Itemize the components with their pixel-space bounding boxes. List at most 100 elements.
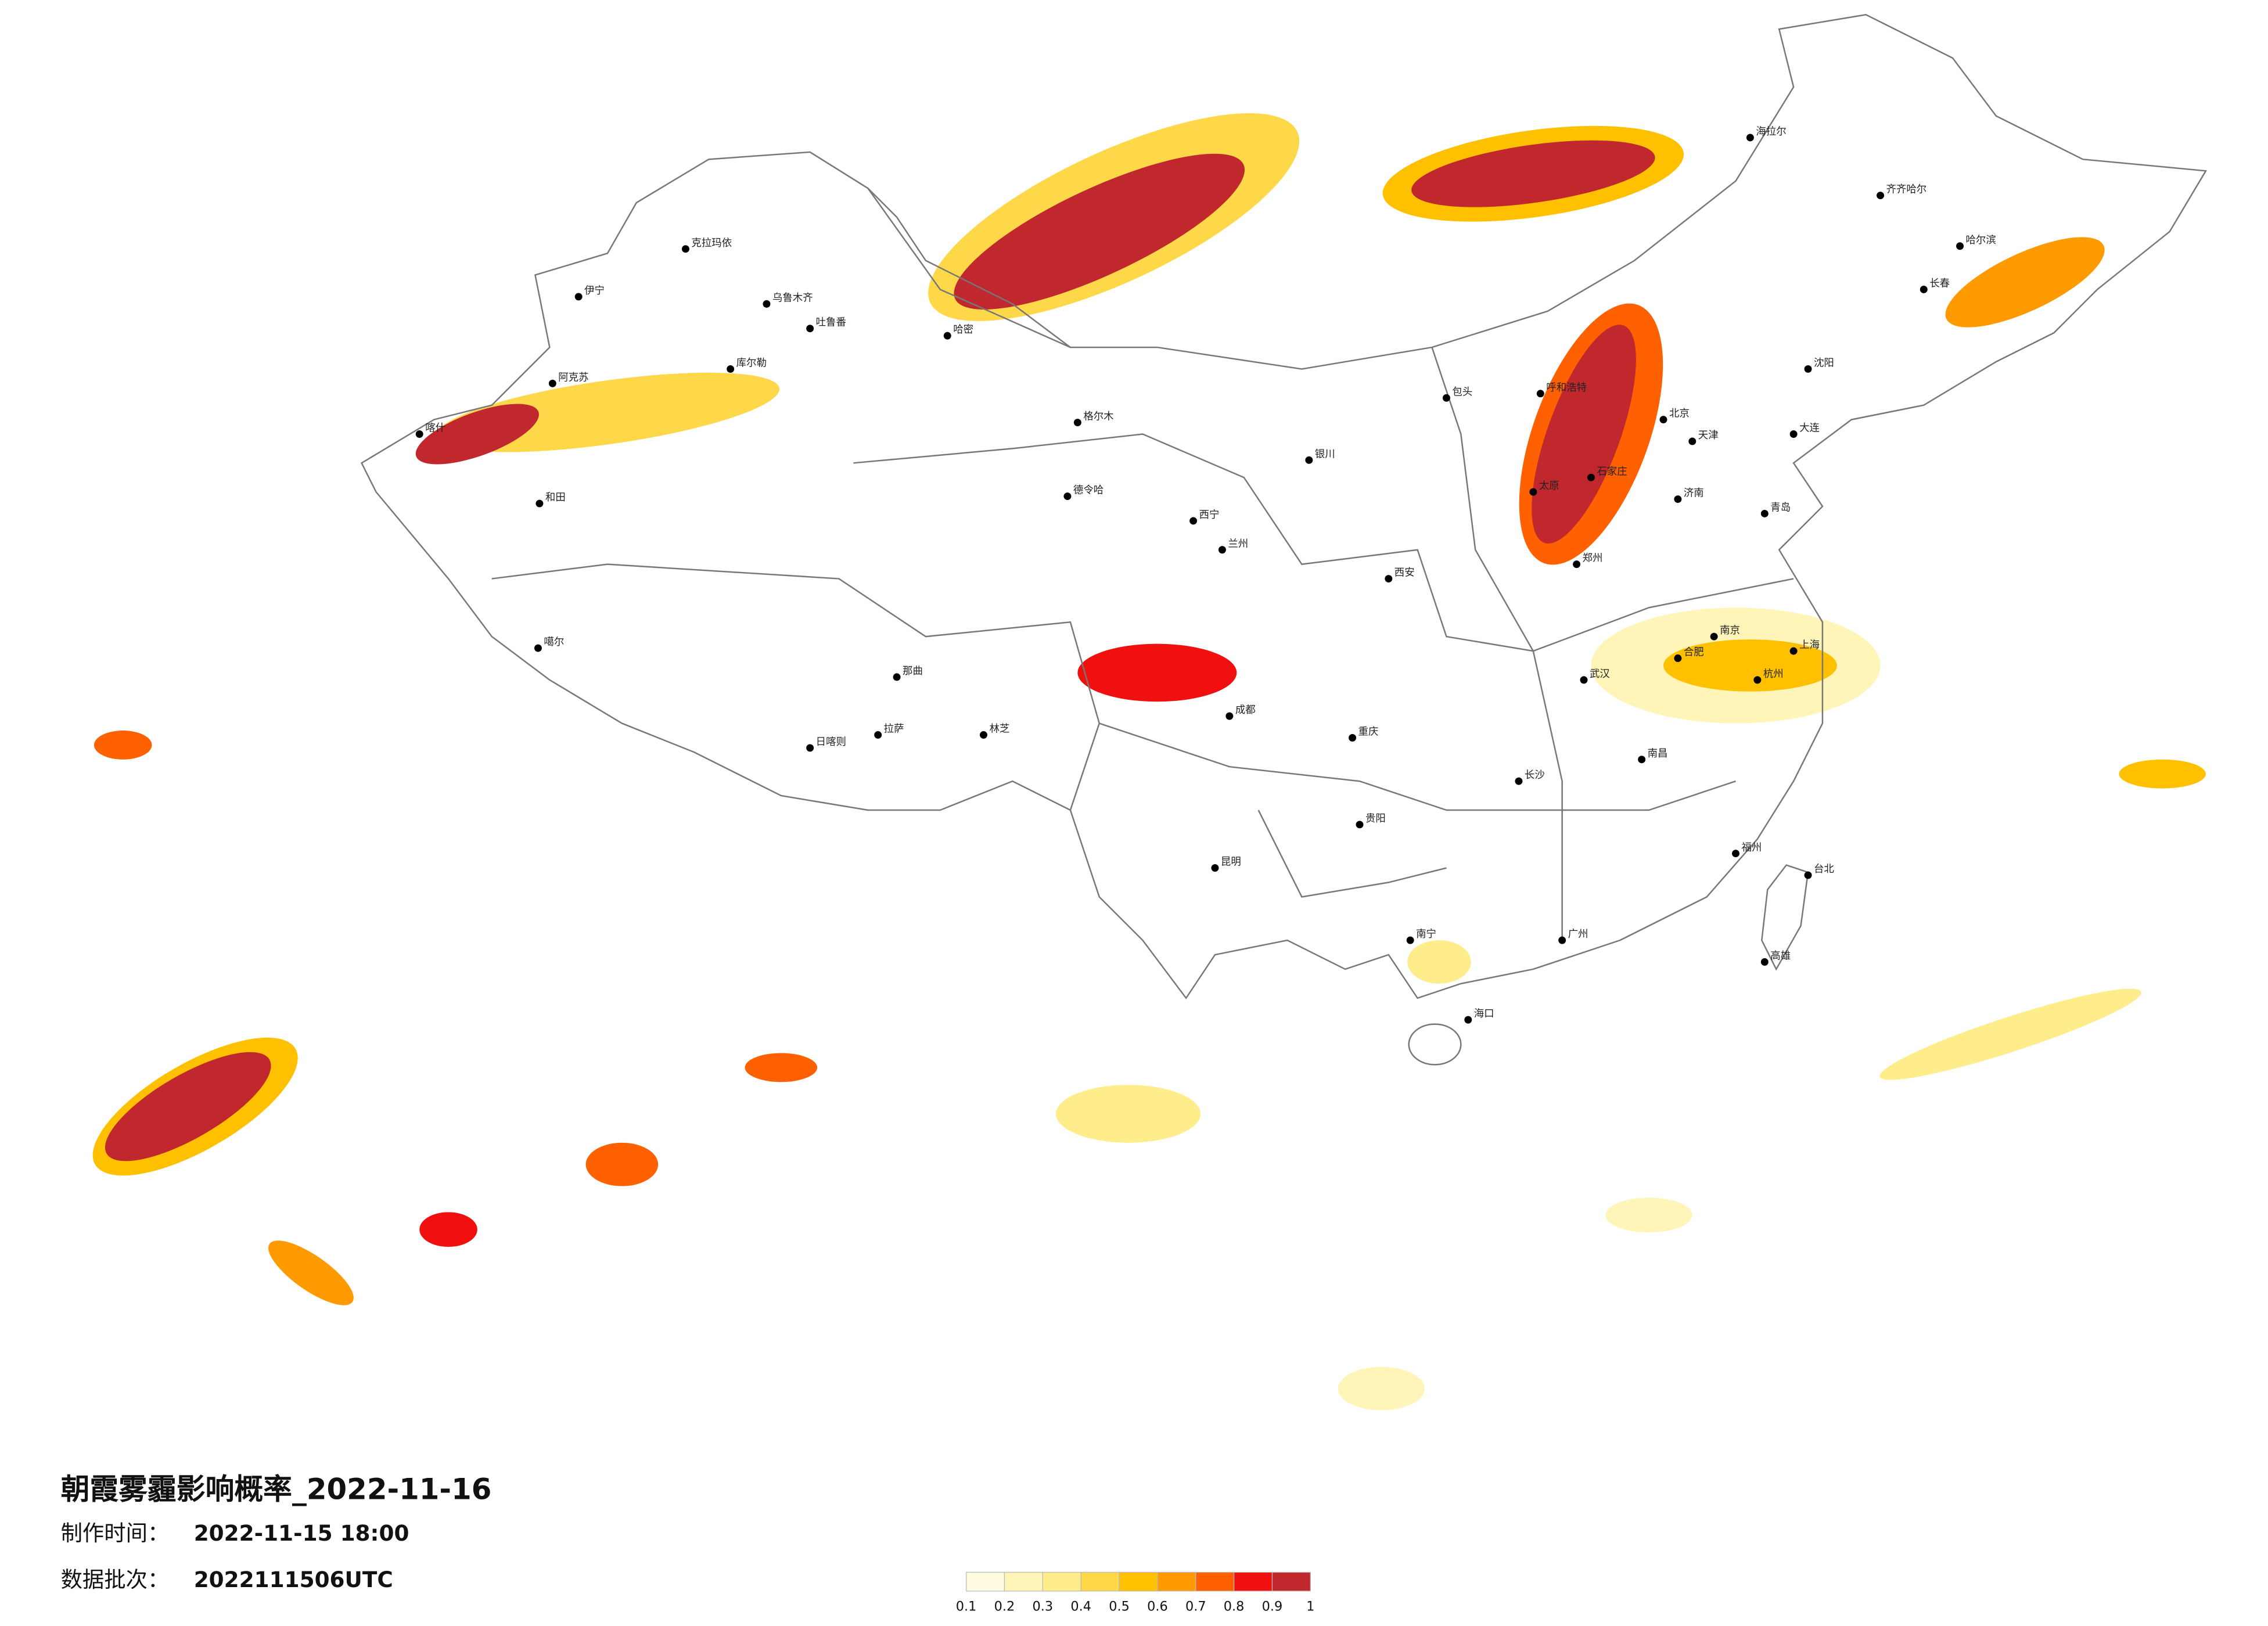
city-label: 太原 [1539,480,1559,492]
city-dot [1211,864,1219,872]
haze-area [1945,237,2105,328]
legend-swatch [1080,1571,1120,1592]
city-dot [1349,734,1357,742]
city-label: 南宁 [1416,929,1436,940]
city-label: 呼和浩特 [1546,382,1587,394]
legend-swatch [1233,1571,1273,1592]
city-dot [1356,821,1364,829]
city-dot [1385,575,1393,583]
city-dot [1732,850,1739,858]
city-label: 大连 [1799,423,1820,434]
city-dot [1789,430,1798,438]
country-border [360,13,2207,999]
city-label: 重庆 [1358,726,1379,738]
made-label: 制作时间： [61,1520,170,1546]
city-label: 伊宁 [584,285,605,297]
city-label: 库尔勒 [736,357,767,369]
legend-swatch [1195,1571,1235,1592]
haze-area [1056,1085,1201,1143]
city-label: 南昌 [1648,748,1668,760]
city-label: 武汉 [1590,668,1610,680]
city-dot [1710,632,1718,641]
city-label: 哈密 [953,324,973,336]
city-dot [1189,517,1198,525]
haze-area [2119,759,2206,789]
city-dot [874,731,882,739]
haze-area [105,1052,271,1161]
city-dot [1218,546,1226,554]
city-dot [1464,1016,1472,1024]
city-dot [1073,419,1081,427]
city-label: 哈尔滨 [1965,235,1996,246]
city-dot [681,245,689,253]
haze-area [268,1240,354,1305]
haze-area [1338,1366,1425,1411]
city-dot [534,644,542,652]
haze-areas [92,113,2206,1411]
city-dot [1804,365,1812,373]
legend-tick-label: 1 [1306,1599,1314,1614]
city-label: 台北 [1814,864,1834,875]
city-label: 沈阳 [1814,357,1834,369]
city-dot [1760,958,1769,966]
city-dot [1877,192,1885,200]
city-dot [1587,473,1595,481]
haze-area [585,1142,659,1186]
haze-area [1532,325,1636,544]
haze-area [745,1053,818,1082]
legend-tick-label: 0.8 [1224,1599,1245,1614]
city-label: 阿克苏 [558,372,588,383]
city-label: 日喀则 [816,736,846,748]
city-label: 北京 [1669,408,1690,420]
city-dot [1956,242,1964,250]
legend-swatch [1004,1571,1043,1592]
city-label: 齐齐哈尔 [1886,184,1927,196]
city-dot [893,673,901,681]
province-border [1431,347,1563,941]
city-label: 克拉玛依 [691,238,732,249]
haze-area [1407,940,1471,984]
city-dot [1580,676,1588,684]
city-dot [943,332,951,340]
city-label: 兰州 [1228,538,1248,550]
header: 朝霞雾霾影响概率_2022-11-16 制作时间： 2022-11-15 18:… [61,1473,492,1592]
city-label: 银川 [1315,448,1335,460]
city-label: 乌鲁木齐 [772,292,813,304]
city-label: 西宁 [1199,509,1220,521]
city-dot [548,379,556,387]
city-dot [1558,936,1566,944]
legend: 0.1 0.2 0.3 0.4 0.5 0.6 0.7 0.8 0.9 1 [956,1571,1314,1614]
city-label: 拉萨 [884,724,904,735]
province-border [853,433,1794,652]
city-label: 喀什 [425,423,445,434]
city-label: 成都 [1235,704,1256,716]
city-dot [1063,492,1072,501]
map-title: 朝霞雾霾影响概率_2022-11-16 [61,1473,492,1506]
city-dot [1674,654,1682,662]
haze-area [419,1212,477,1247]
city-label: 海口 [1474,1008,1494,1020]
haze-area [1077,643,1237,702]
city-label: 格尔木 [1083,411,1113,423]
city-dot [535,499,544,508]
city-label: 长春 [1929,278,1950,290]
city-dot [727,365,735,373]
city-dot [1789,647,1798,655]
haze-area [954,153,1245,310]
legend-swatch [1157,1571,1196,1592]
borders [360,13,2207,1066]
city-label: 德令哈 [1073,485,1104,497]
city-dot [806,325,814,333]
hainan-border [1408,1023,1462,1066]
city-label: 郑州 [1583,553,1603,564]
city-label: 噶尔 [544,636,564,648]
city-label: 包头 [1452,386,1472,398]
province-border [867,188,1071,348]
legend-swatch [1271,1571,1311,1592]
legend-tick-label: 0.2 [994,1599,1015,1614]
city-label: 石家庄 [1597,466,1627,477]
legend-swatch [1119,1571,1158,1592]
city-label: 吐鲁番 [816,317,846,329]
city-label: 福州 [1741,842,1762,854]
